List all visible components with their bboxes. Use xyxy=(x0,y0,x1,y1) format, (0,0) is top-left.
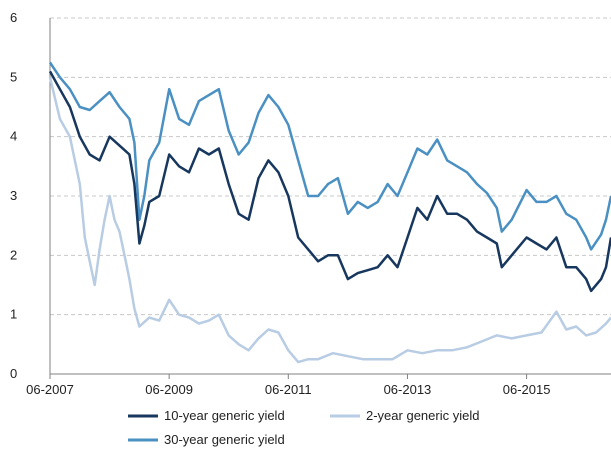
x-tick-label: 06-2013 xyxy=(384,382,432,397)
series-lines xyxy=(48,61,611,364)
legend-label: 2-year generic yield xyxy=(366,408,479,423)
x-axis: 06-2007 06-2009 06-2011 06-2013 06-2015 xyxy=(26,373,611,397)
y-tick-label: 0 xyxy=(10,366,17,381)
x-tick-label: 06-2007 xyxy=(26,382,74,397)
y-tick-label: 2 xyxy=(10,247,17,262)
x-tick-label: 06-2015 xyxy=(503,382,551,397)
x-tick-label: 06-2011 xyxy=(265,382,312,397)
legend-label: 10-year generic yield xyxy=(164,408,285,423)
x-tick-label: 06-2009 xyxy=(145,382,193,397)
series-line-30yr xyxy=(48,61,611,251)
legend-label: 30-year generic yield xyxy=(164,432,285,447)
y-tick-label: 1 xyxy=(10,307,17,322)
y-tick-label: 5 xyxy=(10,69,17,84)
y-tick-label: 4 xyxy=(10,129,17,144)
series-line-2yr xyxy=(48,77,611,364)
y-tick-label: 3 xyxy=(10,188,17,203)
gridlines xyxy=(50,17,611,316)
legend: 10-year generic yield 2-year generic yiel… xyxy=(128,408,479,447)
y-tick-label: 6 xyxy=(10,10,17,25)
series-line-10yr xyxy=(48,70,611,293)
y-axis: 0 1 2 3 4 5 6 xyxy=(10,10,51,381)
